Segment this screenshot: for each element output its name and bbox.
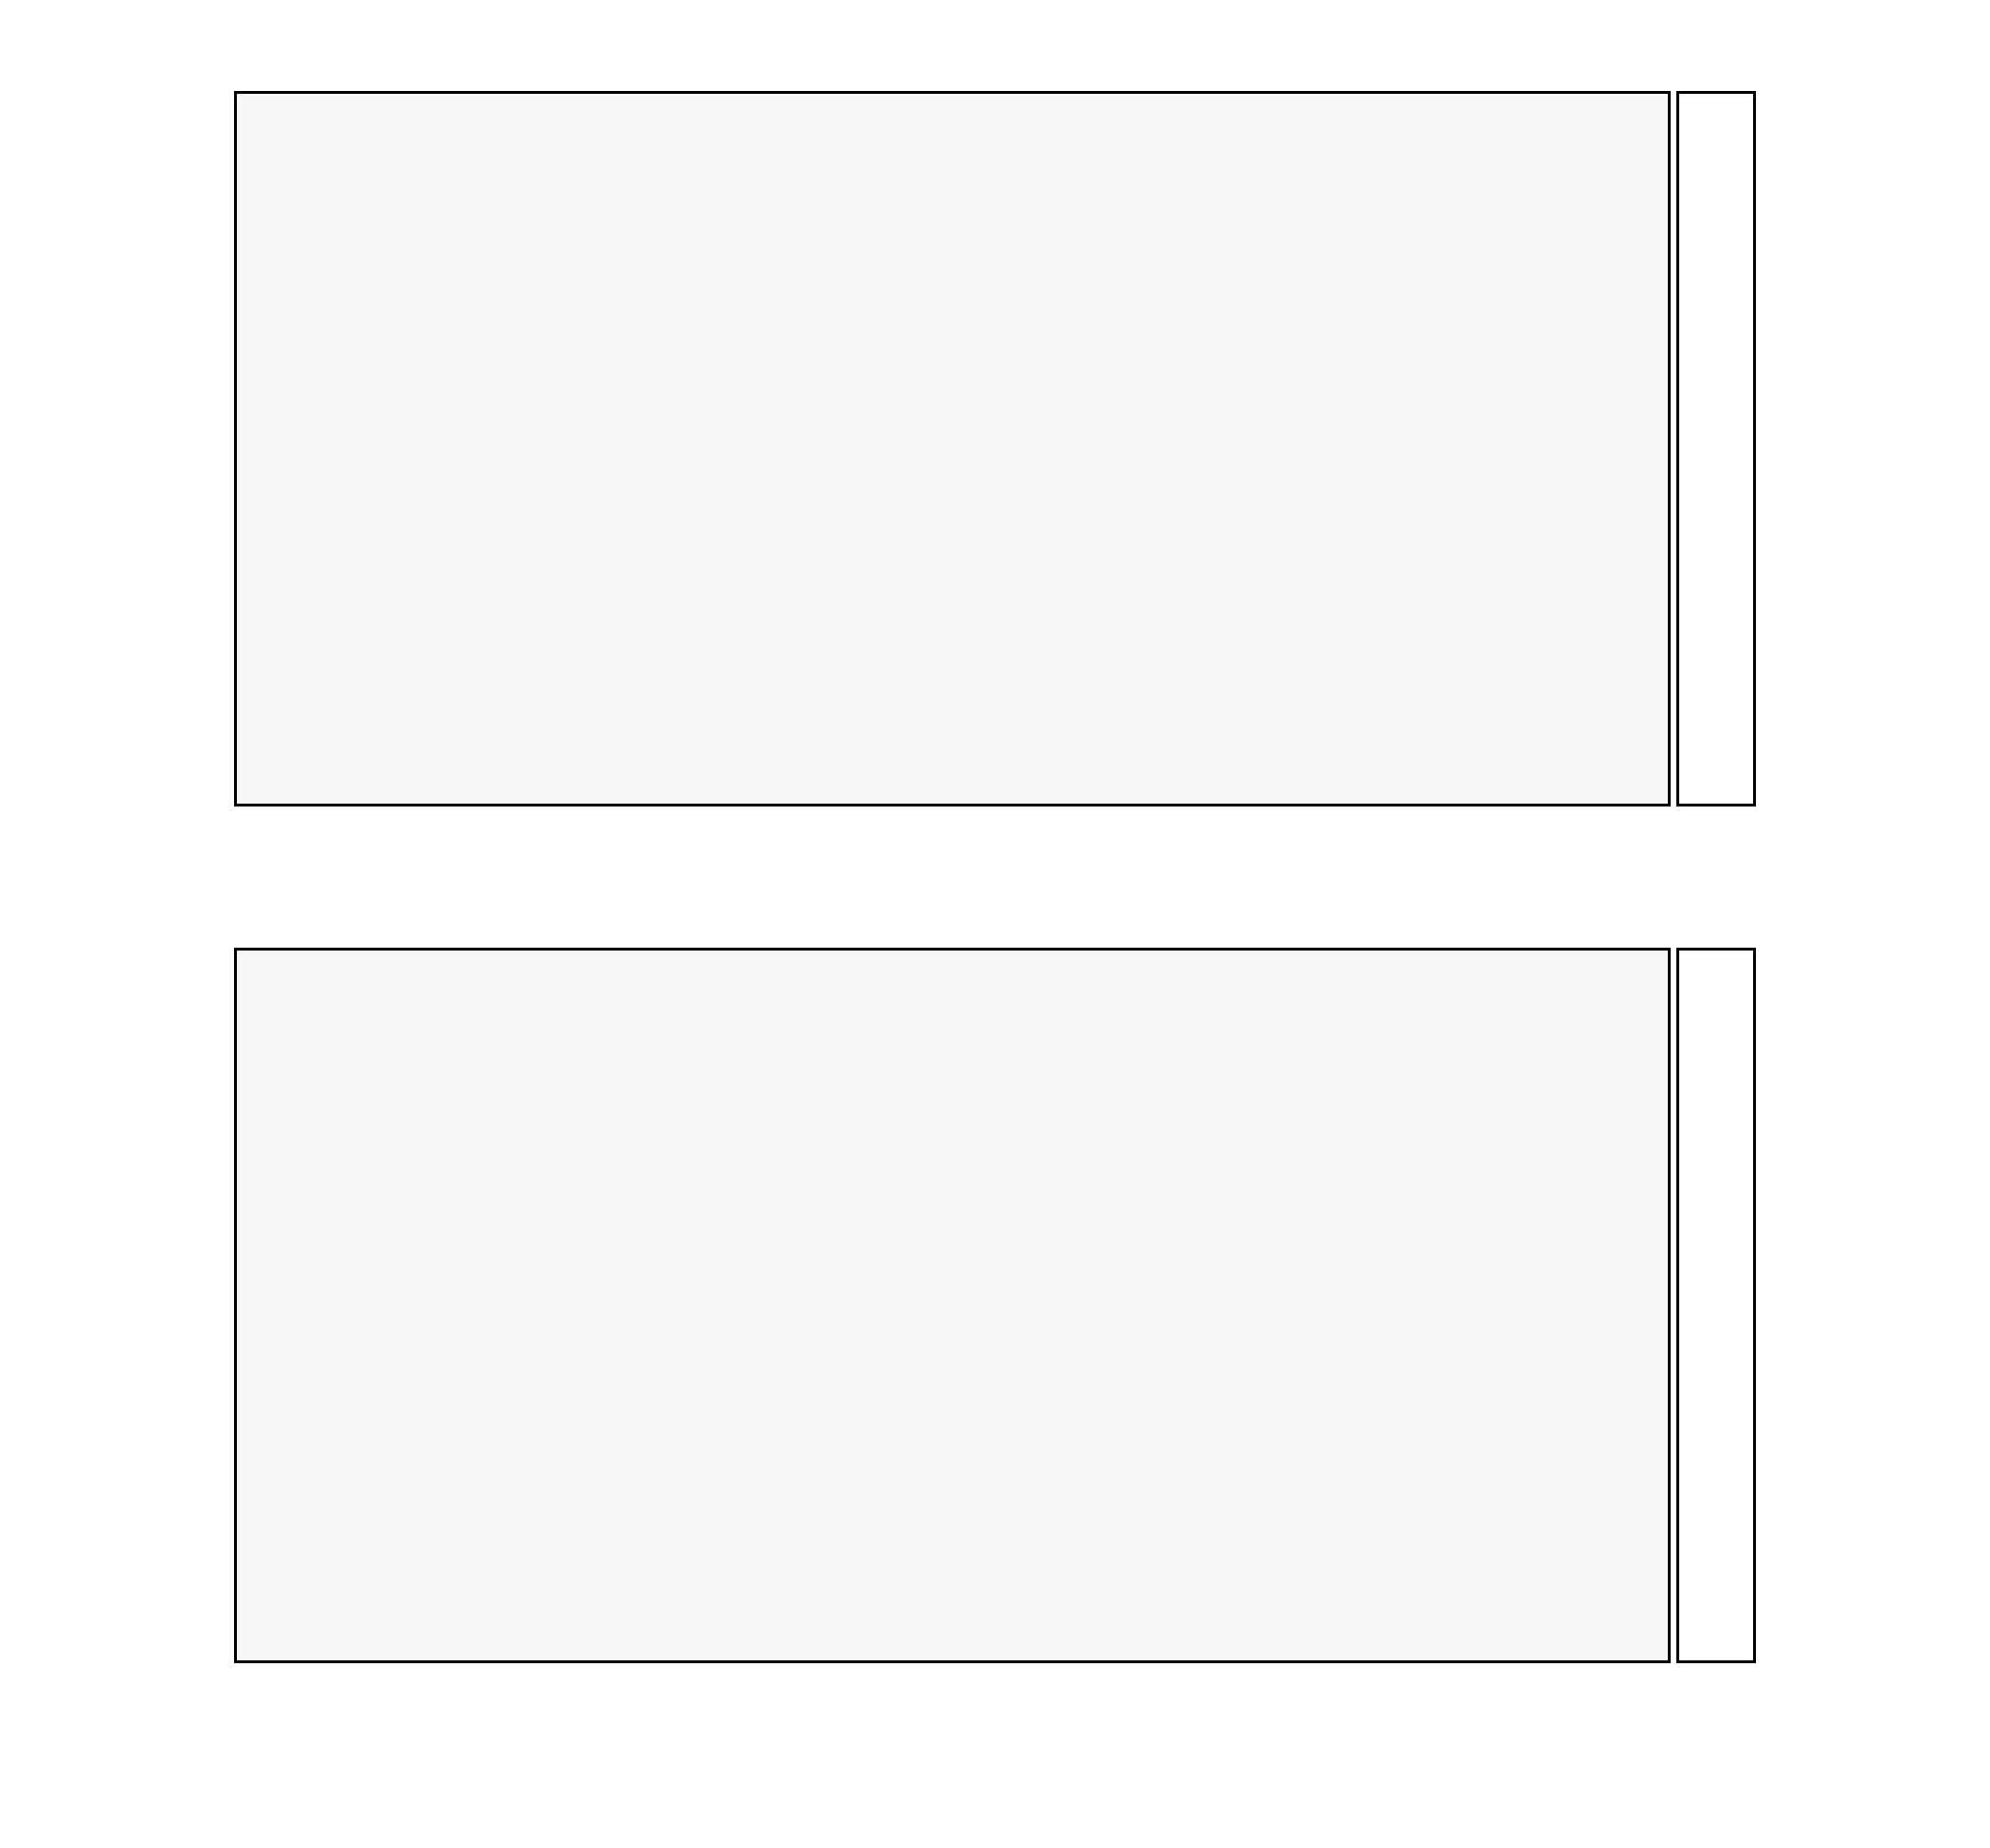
colorbar-ey bbox=[1676, 948, 1756, 1663]
colorbar-ey-canvas bbox=[1679, 951, 1753, 1660]
heatmap-panel-ex bbox=[234, 91, 1671, 806]
colorbar-ex-canvas bbox=[1679, 94, 1753, 804]
heatmap-ey-canvas bbox=[237, 951, 1668, 1660]
heatmap-ex-canvas bbox=[237, 94, 1668, 804]
heatmap-panel-ey bbox=[234, 948, 1671, 1663]
colorbar-ex bbox=[1676, 91, 1756, 806]
